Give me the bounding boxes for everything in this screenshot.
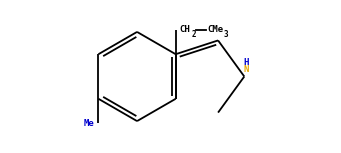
Text: H: H	[244, 58, 249, 67]
Text: CMe: CMe	[207, 25, 223, 34]
Text: Me: Me	[84, 119, 95, 128]
Text: N: N	[244, 65, 249, 74]
Text: 2: 2	[192, 30, 196, 39]
Text: CH: CH	[179, 25, 190, 34]
Text: 3: 3	[224, 30, 228, 39]
